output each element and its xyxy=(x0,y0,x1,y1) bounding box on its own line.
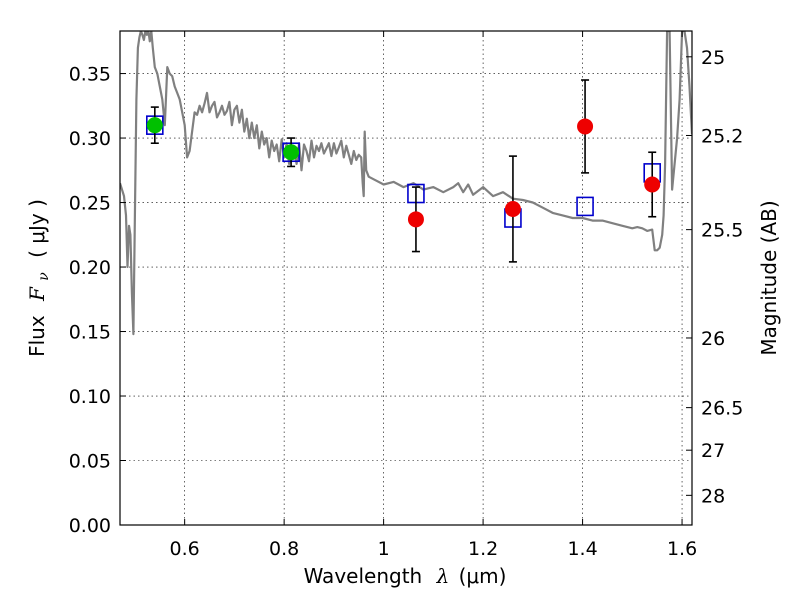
y2-tick-label: 26 xyxy=(701,328,725,350)
y2-tick-label: 25 xyxy=(701,47,725,69)
x-axis-label: Wavelength λ (μm) xyxy=(304,564,507,588)
y-axis-label-symbol: F xyxy=(25,286,49,302)
data-point-nir xyxy=(577,118,594,135)
plot-frame xyxy=(119,30,693,526)
x-tick-label: 1.2 xyxy=(468,538,498,560)
data-point-nir xyxy=(644,176,661,193)
y-tick-label: 0.05 xyxy=(69,451,111,473)
y2-tick-label: 28 xyxy=(701,485,725,507)
ticks: 0.6 0.8 1 1.2 1.4 1.6 0.00 0.05 0.10 0.15 0.20 0.25… xyxy=(69,31,743,560)
y-axis-label-text: Flux xyxy=(25,315,49,357)
y2-tick-label: 27 xyxy=(701,440,725,462)
y-tick-label: 0.15 xyxy=(69,322,111,344)
y2-tick-label: 25.2 xyxy=(701,125,743,147)
y-axis-label: Flux F ν ( μJy ) xyxy=(25,199,53,357)
y-axis-label-unit: ( μJy ) xyxy=(25,199,49,258)
data-point-optical xyxy=(283,144,300,161)
spectrum-line xyxy=(120,31,692,336)
y-tick-label: 0.00 xyxy=(69,515,111,537)
x-tick-label: 1.6 xyxy=(667,538,697,560)
x-axis-label-unit: (μm) xyxy=(459,564,507,588)
data-point-nir xyxy=(407,211,424,228)
data-point-optical xyxy=(146,117,163,134)
y-tick-label: 0.10 xyxy=(69,386,111,408)
x-tick-label: 1 xyxy=(378,538,390,560)
y-axis-label-subscript: ν xyxy=(36,272,52,281)
model-photometry-marker xyxy=(576,196,594,217)
y-tick-label: 0.30 xyxy=(69,128,111,150)
x-tick-label: 1.4 xyxy=(567,538,597,560)
y-tick-label: 0.35 xyxy=(69,64,111,86)
x-axis-label-symbol: λ xyxy=(436,564,450,588)
x-tick-label: 0.8 xyxy=(269,538,299,560)
data-point-nir xyxy=(504,200,521,217)
y2-tick-label: 26.5 xyxy=(701,398,743,420)
x-axis-label-text: Wavelength xyxy=(304,564,423,588)
y-tick-label: 0.25 xyxy=(69,193,111,215)
data-layer xyxy=(120,31,692,336)
y2-axis-label: Magnitude (AB) xyxy=(757,200,781,355)
y2-tick-label: 25.5 xyxy=(701,220,743,242)
y-tick-label: 0.20 xyxy=(69,257,111,279)
x-tick-label: 0.6 xyxy=(170,538,200,560)
